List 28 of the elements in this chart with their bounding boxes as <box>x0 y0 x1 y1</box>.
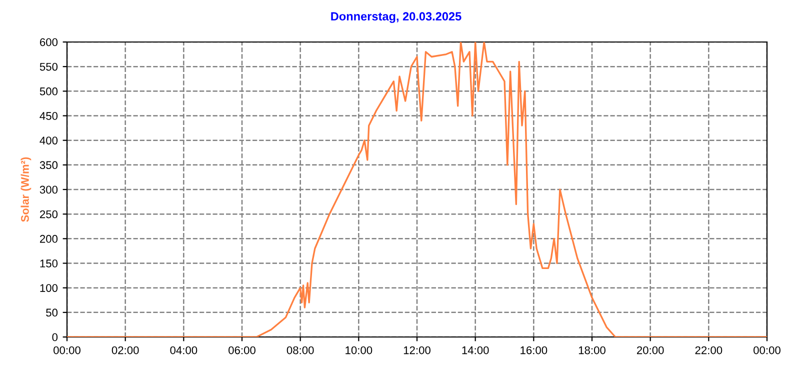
y-tick-label: 150 <box>40 260 58 268</box>
y-tick-label: 0 <box>52 333 58 342</box>
y-tick-label: 450 <box>40 112 58 120</box>
x-tick-label: 16:00 <box>520 346 548 354</box>
y-tick-label: 250 <box>40 210 58 218</box>
x-tick-label: 00:00 <box>54 346 80 354</box>
y-tick-label: 400 <box>40 136 58 144</box>
y-tick-label: 550 <box>40 62 58 71</box>
x-tick-label: 00:00 <box>754 346 780 354</box>
y-tick-label: 100 <box>40 284 58 292</box>
x-tick-label: 08:00 <box>286 346 314 354</box>
y-tick-label: 50 <box>46 308 58 317</box>
x-tick-label: 12:00 <box>404 346 430 354</box>
x-tick-label: 14:00 <box>462 346 489 354</box>
x-tick-label: 22:00 <box>695 346 722 354</box>
y-tick-label: 200 <box>40 234 58 243</box>
x-tick-label: 02:00 <box>112 346 139 354</box>
y-tick-label: 500 <box>40 87 58 96</box>
y-axis-title: Solar (W/m²) <box>20 157 32 222</box>
x-tick-label: 18:00 <box>578 346 606 354</box>
x-tick-label: 10:00 <box>346 346 372 354</box>
y-tick-label: 300 <box>40 186 58 194</box>
y-tick-label: 350 <box>40 161 58 170</box>
y-tick-label: 600 <box>40 38 58 46</box>
x-tick-label: 06:00 <box>228 346 256 354</box>
x-tick-label: 04:00 <box>170 346 198 354</box>
x-tick-label: 20:00 <box>636 346 664 354</box>
chart-title: Donnerstag, 20.03.2025 <box>331 12 462 23</box>
